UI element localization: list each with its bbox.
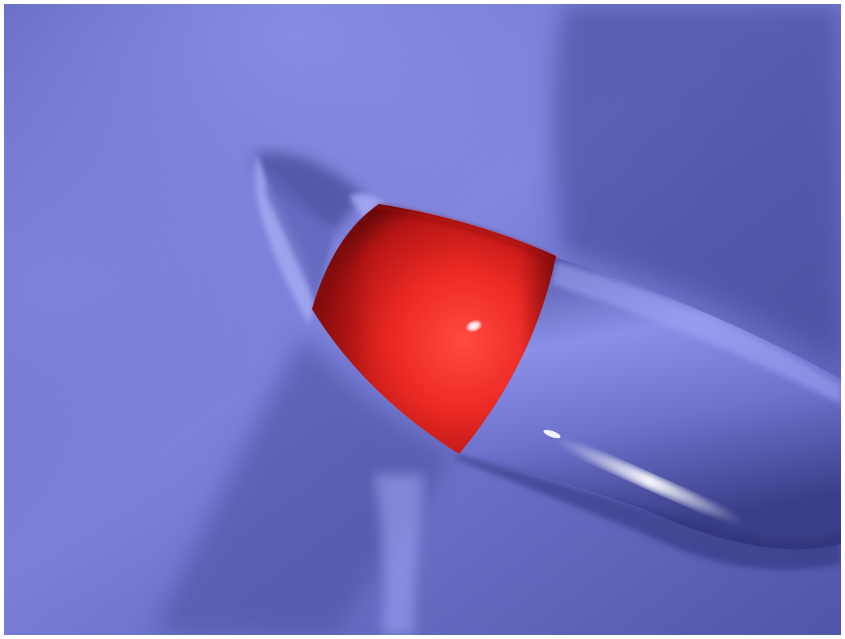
- surface-shadow-lower: [154, 334, 454, 635]
- blue-tube-top-light: [552, 262, 841, 404]
- tube-specular-dot: [543, 429, 561, 439]
- surface-ridge-top: [349, 193, 386, 219]
- red-cap-specular: [465, 319, 483, 333]
- surface-fin-left-shade: [266, 162, 334, 304]
- blue-tube: [456, 256, 841, 550]
- blue-tube-bottom-shadow: [456, 454, 841, 570]
- render-viewport[interactable]: [4, 4, 841, 635]
- scene-canvas: [4, 4, 841, 635]
- red-cap-top-edge: [375, 205, 554, 261]
- red-cap-rim-shade: [312, 204, 556, 454]
- surface-shadow-upper-right: [554, 4, 841, 364]
- surface-crease-upper: [254, 152, 364, 234]
- tube-specular-streak: [553, 437, 745, 525]
- surface-highlight-lower: [374, 474, 424, 635]
